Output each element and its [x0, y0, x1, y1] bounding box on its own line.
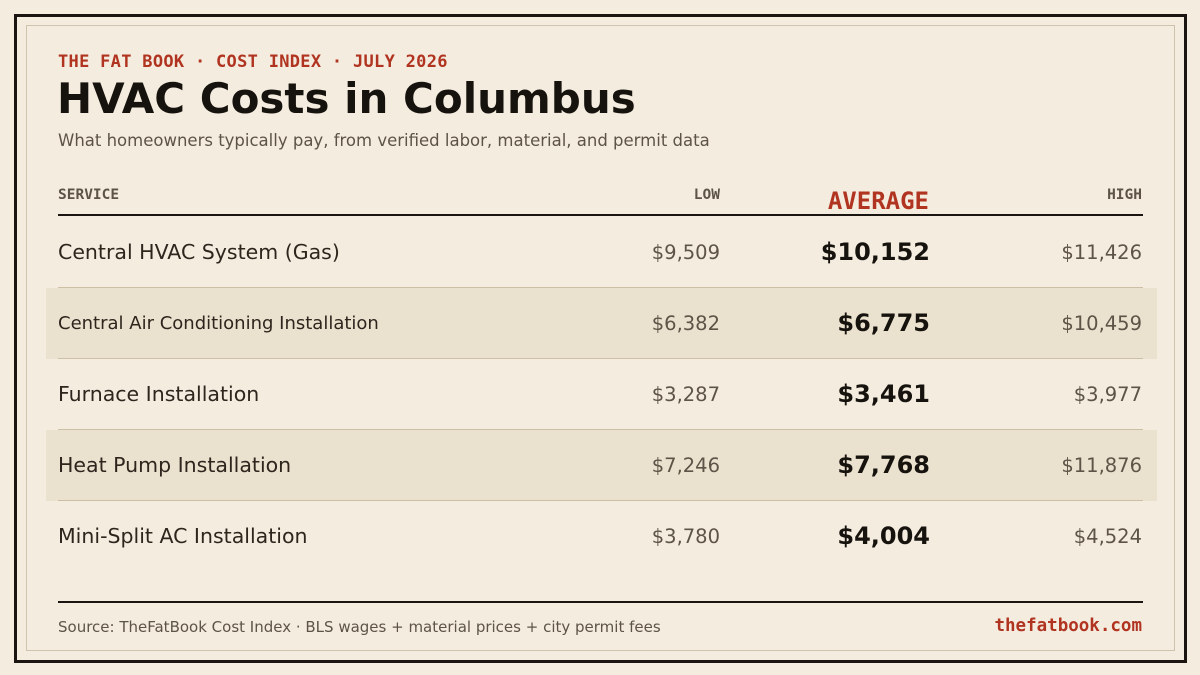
- service-name: Furnace Installation: [58, 382, 260, 406]
- low-price: $3,780: [651, 525, 720, 548]
- average-price: $4,004: [837, 522, 930, 550]
- low-price: $3,287: [651, 383, 720, 406]
- average-price: $3,461: [837, 380, 930, 408]
- outer-frame: [14, 14, 1187, 663]
- site-link[interactable]: thefatbook.com: [994, 616, 1142, 636]
- service-name: Mini-Split AC Installation: [58, 524, 308, 548]
- row-divider: [58, 500, 1143, 501]
- high-price: $4,524: [1073, 525, 1142, 548]
- kicker: THE FAT BOOK · COST INDEX · JULY 2026: [58, 52, 448, 72]
- page-subtitle: What homeowners typically pay, from veri…: [58, 131, 710, 150]
- page-title: HVAC Costs in Columbus: [57, 74, 636, 123]
- service-name: Central Air Conditioning Installation: [58, 313, 379, 334]
- table-row: Central HVAC System (Gas) $9,509 $10,152…: [46, 217, 1157, 288]
- table-row: Mini-Split AC Installation $3,780 $4,004…: [46, 501, 1157, 572]
- column-header-high: HIGH: [1107, 187, 1142, 203]
- source-note: Source: TheFatBook Cost Index · BLS wage…: [58, 618, 661, 636]
- row-divider: [58, 429, 1143, 430]
- column-header-low: LOW: [693, 187, 720, 203]
- row-divider: [58, 287, 1143, 288]
- header-rule: [58, 214, 1143, 216]
- high-price: $10,459: [1061, 312, 1142, 335]
- inner-frame: [26, 25, 1175, 651]
- average-price: $6,775: [837, 309, 930, 337]
- low-price: $6,382: [651, 312, 720, 335]
- column-header-average: AVERAGE: [827, 187, 929, 215]
- average-price: $10,152: [820, 238, 930, 266]
- service-name: Central HVAC System (Gas): [58, 240, 340, 264]
- table-row: Heat Pump Installation $7,246 $7,768 $11…: [46, 430, 1157, 501]
- high-price: $3,977: [1073, 383, 1142, 406]
- high-price: $11,426: [1061, 241, 1142, 264]
- service-name: Heat Pump Installation: [58, 453, 292, 477]
- low-price: $9,509: [651, 241, 720, 264]
- high-price: $11,876: [1061, 454, 1142, 477]
- table-row: Furnace Installation $3,287 $3,461 $3,97…: [46, 359, 1157, 430]
- footer-rule: [58, 601, 1143, 603]
- low-price: $7,246: [651, 454, 720, 477]
- column-header-service: SERVICE: [58, 187, 120, 203]
- average-price: $7,768: [837, 451, 930, 479]
- table-row: Central Air Conditioning Installation $6…: [46, 288, 1157, 359]
- row-divider: [58, 358, 1143, 359]
